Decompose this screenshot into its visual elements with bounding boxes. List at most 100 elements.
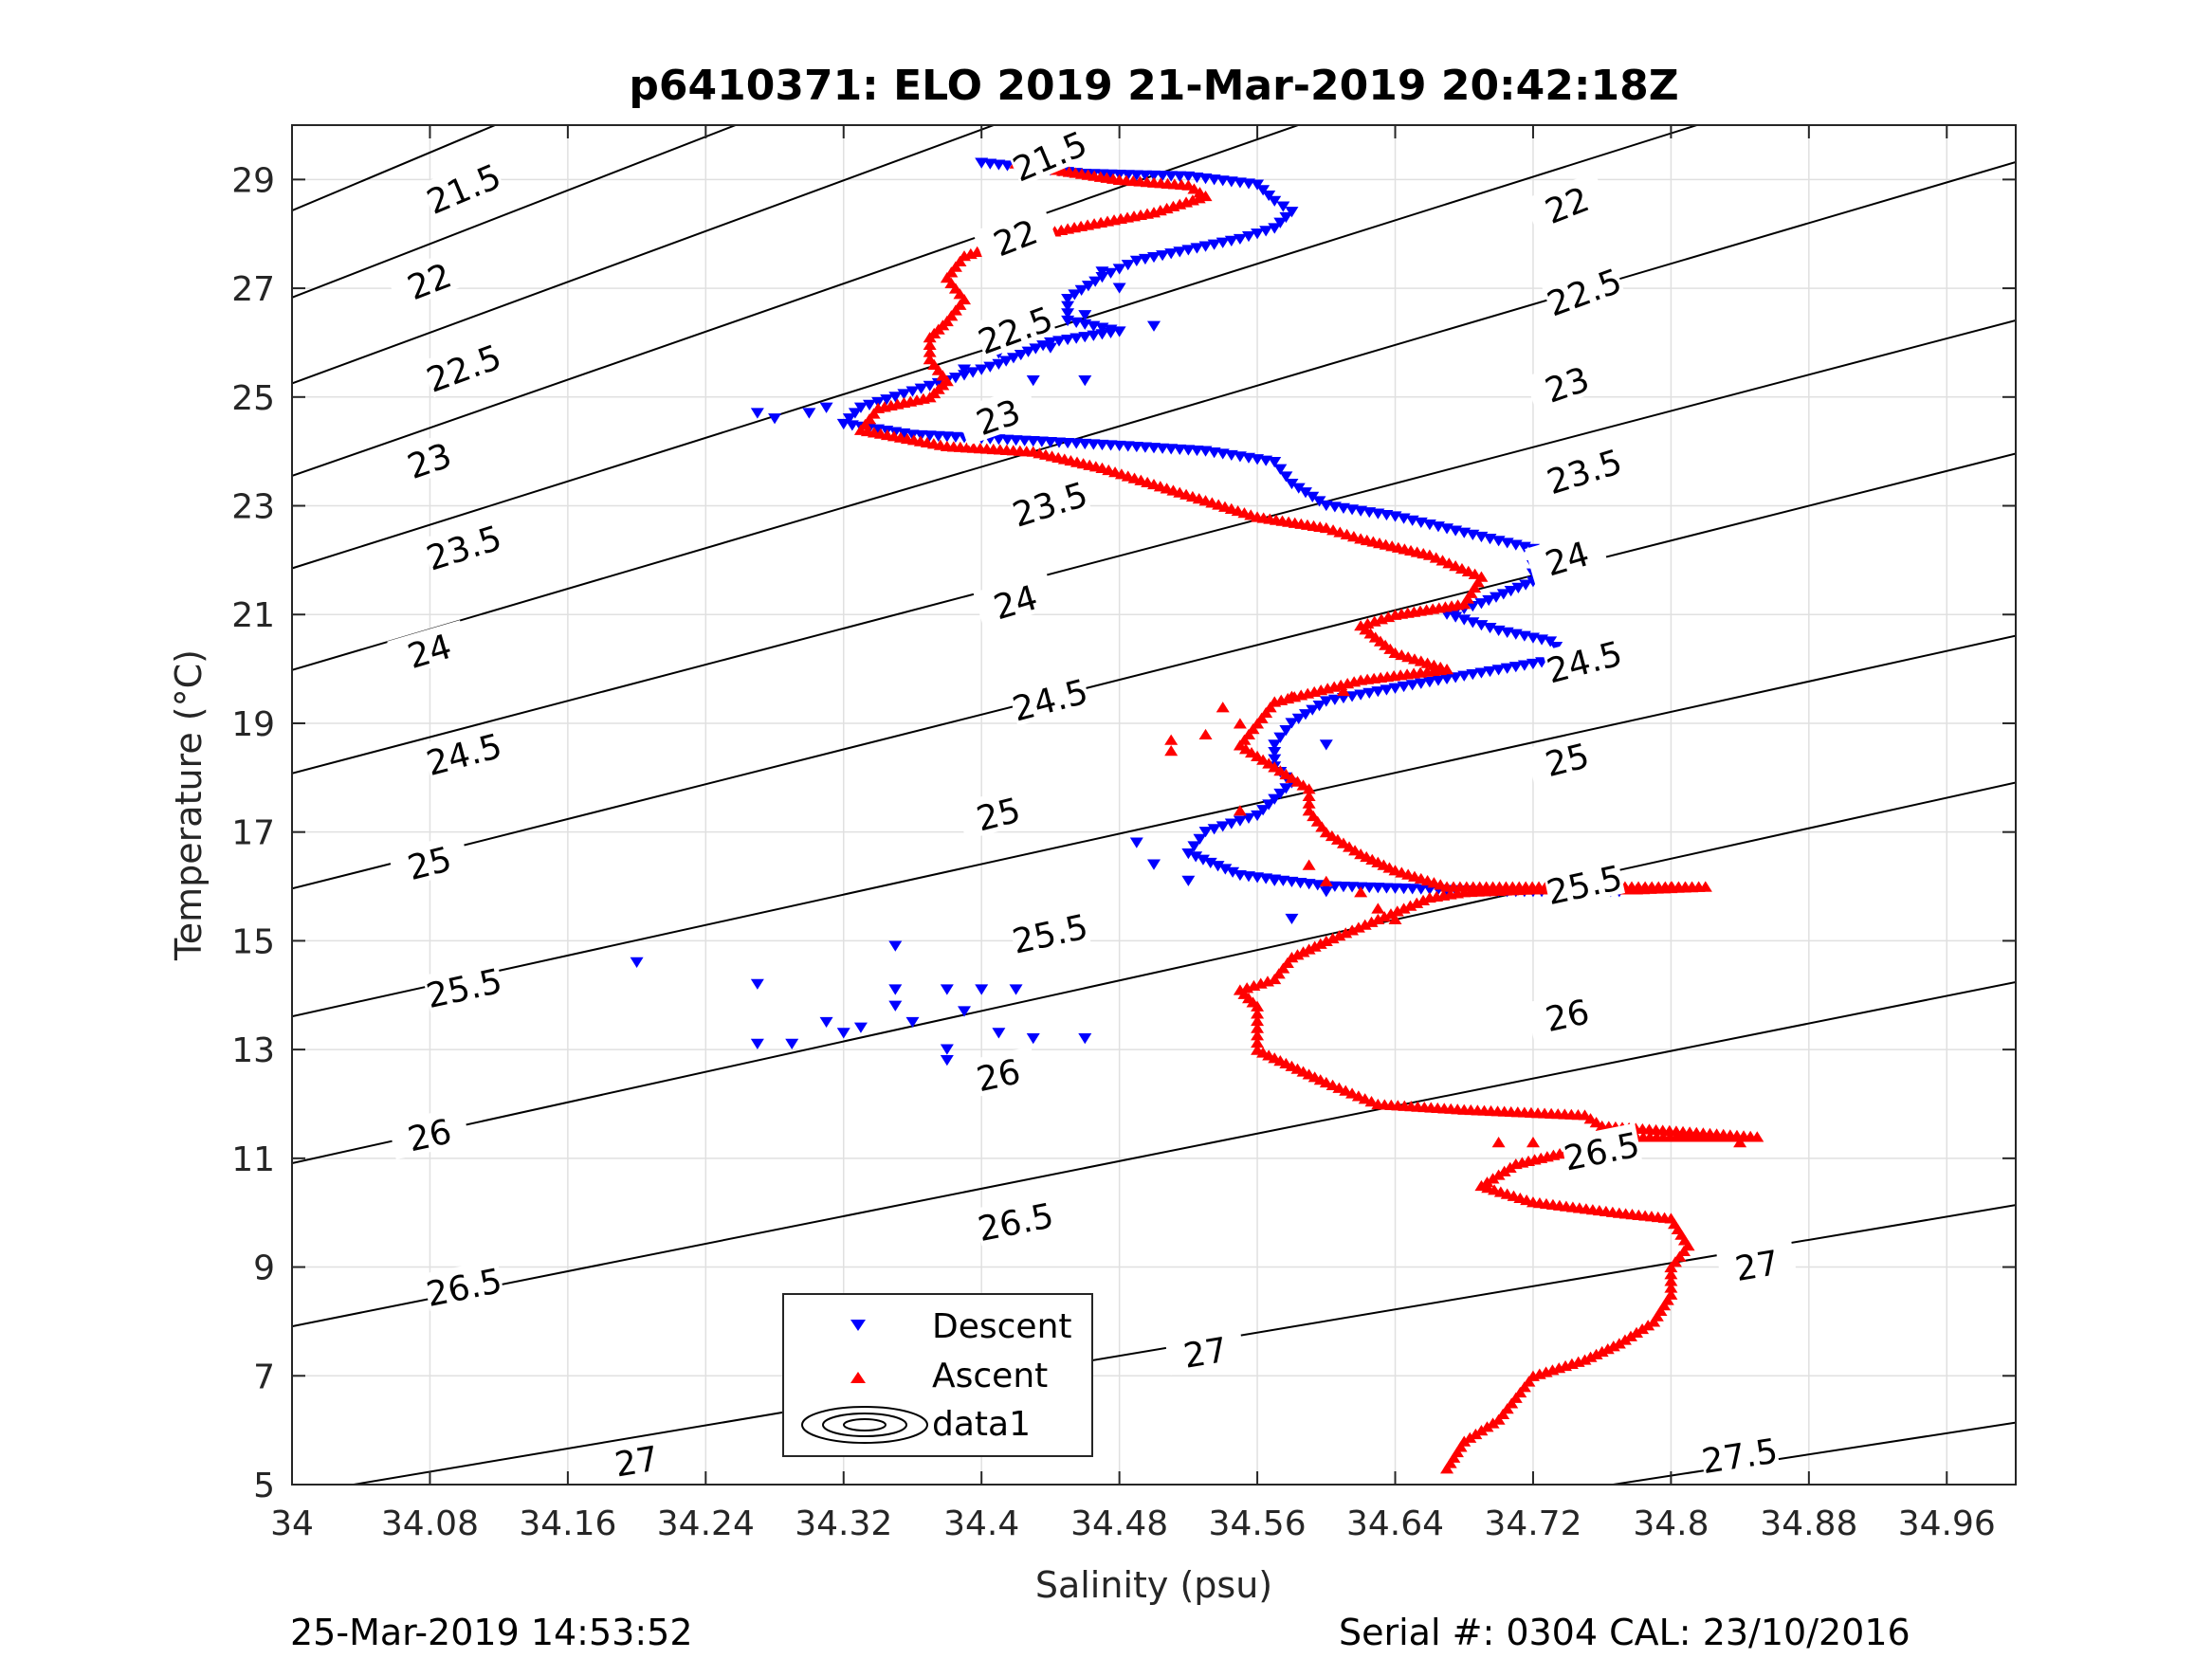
descent-marker — [1371, 883, 1385, 894]
ascent-marker — [1296, 1066, 1310, 1077]
ascent-marker — [1654, 1304, 1668, 1317]
ascent-marker — [1198, 728, 1213, 740]
descent-marker — [1061, 301, 1075, 312]
descent-marker — [1449, 611, 1463, 623]
descent-marker — [1078, 310, 1092, 321]
descent-marker — [1226, 866, 1240, 878]
isopycnal-label: 27 — [612, 1440, 662, 1486]
isopycnal-label-group: 26 — [957, 1046, 1039, 1100]
ascent-marker — [1664, 1268, 1678, 1280]
ascent-marker — [1450, 1446, 1464, 1458]
ascent-marker — [1647, 1316, 1661, 1327]
descent-marker — [1006, 353, 1020, 364]
isopycnal-line — [292, 125, 996, 385]
ascent-marker — [1457, 598, 1472, 610]
ascent-marker — [1187, 183, 1201, 194]
legend: Descent Ascent data1 — [782, 1293, 1093, 1457]
isopycnal-label-group: 27 — [1164, 1325, 1246, 1376]
isopycnal-line — [292, 319, 2016, 775]
ascent-marker — [1397, 902, 1411, 914]
descent-marker — [848, 408, 862, 419]
ascent-marker — [1302, 790, 1316, 802]
ascent-marker — [1325, 1079, 1340, 1091]
isopycnal-label-group: 24.5 — [1008, 669, 1092, 730]
descent-marker — [914, 383, 928, 394]
descent-marker — [1211, 861, 1225, 872]
ascent-marker — [1259, 706, 1273, 719]
ascent-marker — [1664, 1275, 1678, 1286]
descent-marker — [888, 940, 903, 952]
isopycnal-label-bg — [955, 384, 1040, 447]
ascent-marker — [1513, 1386, 1527, 1398]
descent-marker — [1241, 230, 1255, 243]
x-tick-label: 34.24 — [657, 1504, 755, 1543]
ascent-marker — [1307, 810, 1321, 822]
ascent-marker — [1517, 1381, 1531, 1393]
x-tick-label: 34.56 — [1209, 1504, 1307, 1543]
descent-marker — [1414, 884, 1428, 895]
isopycnal-contours — [292, 125, 2016, 1485]
descent-marker — [1043, 437, 1057, 448]
descent-marker — [1104, 169, 1118, 180]
ascent-marker — [1377, 859, 1391, 870]
descent-marker — [1298, 487, 1312, 499]
x-tick-label: 34.88 — [1760, 1504, 1857, 1543]
ascent-marker — [1733, 1137, 1747, 1148]
descent-marker — [888, 1000, 903, 1012]
isopycnal-label-group: 27 — [595, 1433, 677, 1486]
descent-marker — [1291, 713, 1306, 724]
descent-marker — [1336, 882, 1350, 893]
descent-marker — [1129, 255, 1143, 266]
isopycnal-label-bg — [1006, 121, 1091, 187]
y-tick-label: 19 — [231, 705, 275, 744]
descent-marker — [1405, 884, 1419, 895]
isopycnal-line — [292, 452, 2016, 890]
descent-marker — [1273, 464, 1288, 475]
isopycnal-label-group: 26 — [1526, 986, 1608, 1040]
ascent-marker — [1371, 913, 1385, 925]
isopycnal-label-bg — [388, 1105, 470, 1160]
ascent-marker — [1474, 571, 1489, 582]
descent-marker — [1233, 815, 1247, 827]
descent-marker — [1121, 170, 1135, 181]
descent-marker — [1121, 260, 1135, 271]
descent-marker — [785, 1038, 799, 1049]
descent-marker — [992, 358, 1006, 370]
descent-marker — [958, 364, 972, 375]
descent-marker — [1474, 598, 1489, 610]
ascent-marker — [1263, 702, 1277, 713]
ascent-marker — [1268, 761, 1282, 773]
ascent-marker — [1319, 827, 1333, 838]
y-tick-label: 5 — [253, 1467, 275, 1505]
ascent-marker — [1589, 1117, 1603, 1128]
ascent-marker — [923, 338, 937, 350]
ascent-marker — [948, 261, 962, 272]
ascent-marker — [1583, 1113, 1598, 1124]
descent-marker — [1068, 289, 1082, 301]
descent-marker — [1196, 854, 1210, 866]
ascent-marker — [940, 315, 954, 327]
isopycnal-label-bg — [974, 1194, 1056, 1247]
isopycnal-label-bg — [1008, 904, 1091, 958]
isopycnal-label-group: 25 — [387, 833, 471, 889]
descent-marker — [1224, 818, 1238, 830]
descent-marker — [1256, 805, 1271, 816]
ascent-marker — [1233, 805, 1247, 816]
ascent-marker — [1251, 718, 1265, 729]
descent-marker — [1519, 579, 1533, 591]
ascent-marker — [1325, 830, 1339, 842]
ascent-marker — [1460, 592, 1474, 604]
ascent-marker — [1449, 560, 1463, 572]
descent-marker — [1268, 754, 1282, 765]
isopycnal-line — [292, 161, 2016, 671]
ascent-marker — [1332, 1082, 1346, 1093]
ascent-marker — [1268, 973, 1282, 985]
ascent-marker — [1454, 562, 1469, 574]
descent-marker — [958, 370, 972, 381]
ascent-marker — [1164, 745, 1179, 757]
ascent-marker — [863, 413, 877, 425]
ascent-marker — [944, 310, 959, 321]
plot-box — [291, 124, 2017, 1486]
descent-marker — [1104, 267, 1118, 279]
ascent-marker — [1313, 1074, 1327, 1085]
